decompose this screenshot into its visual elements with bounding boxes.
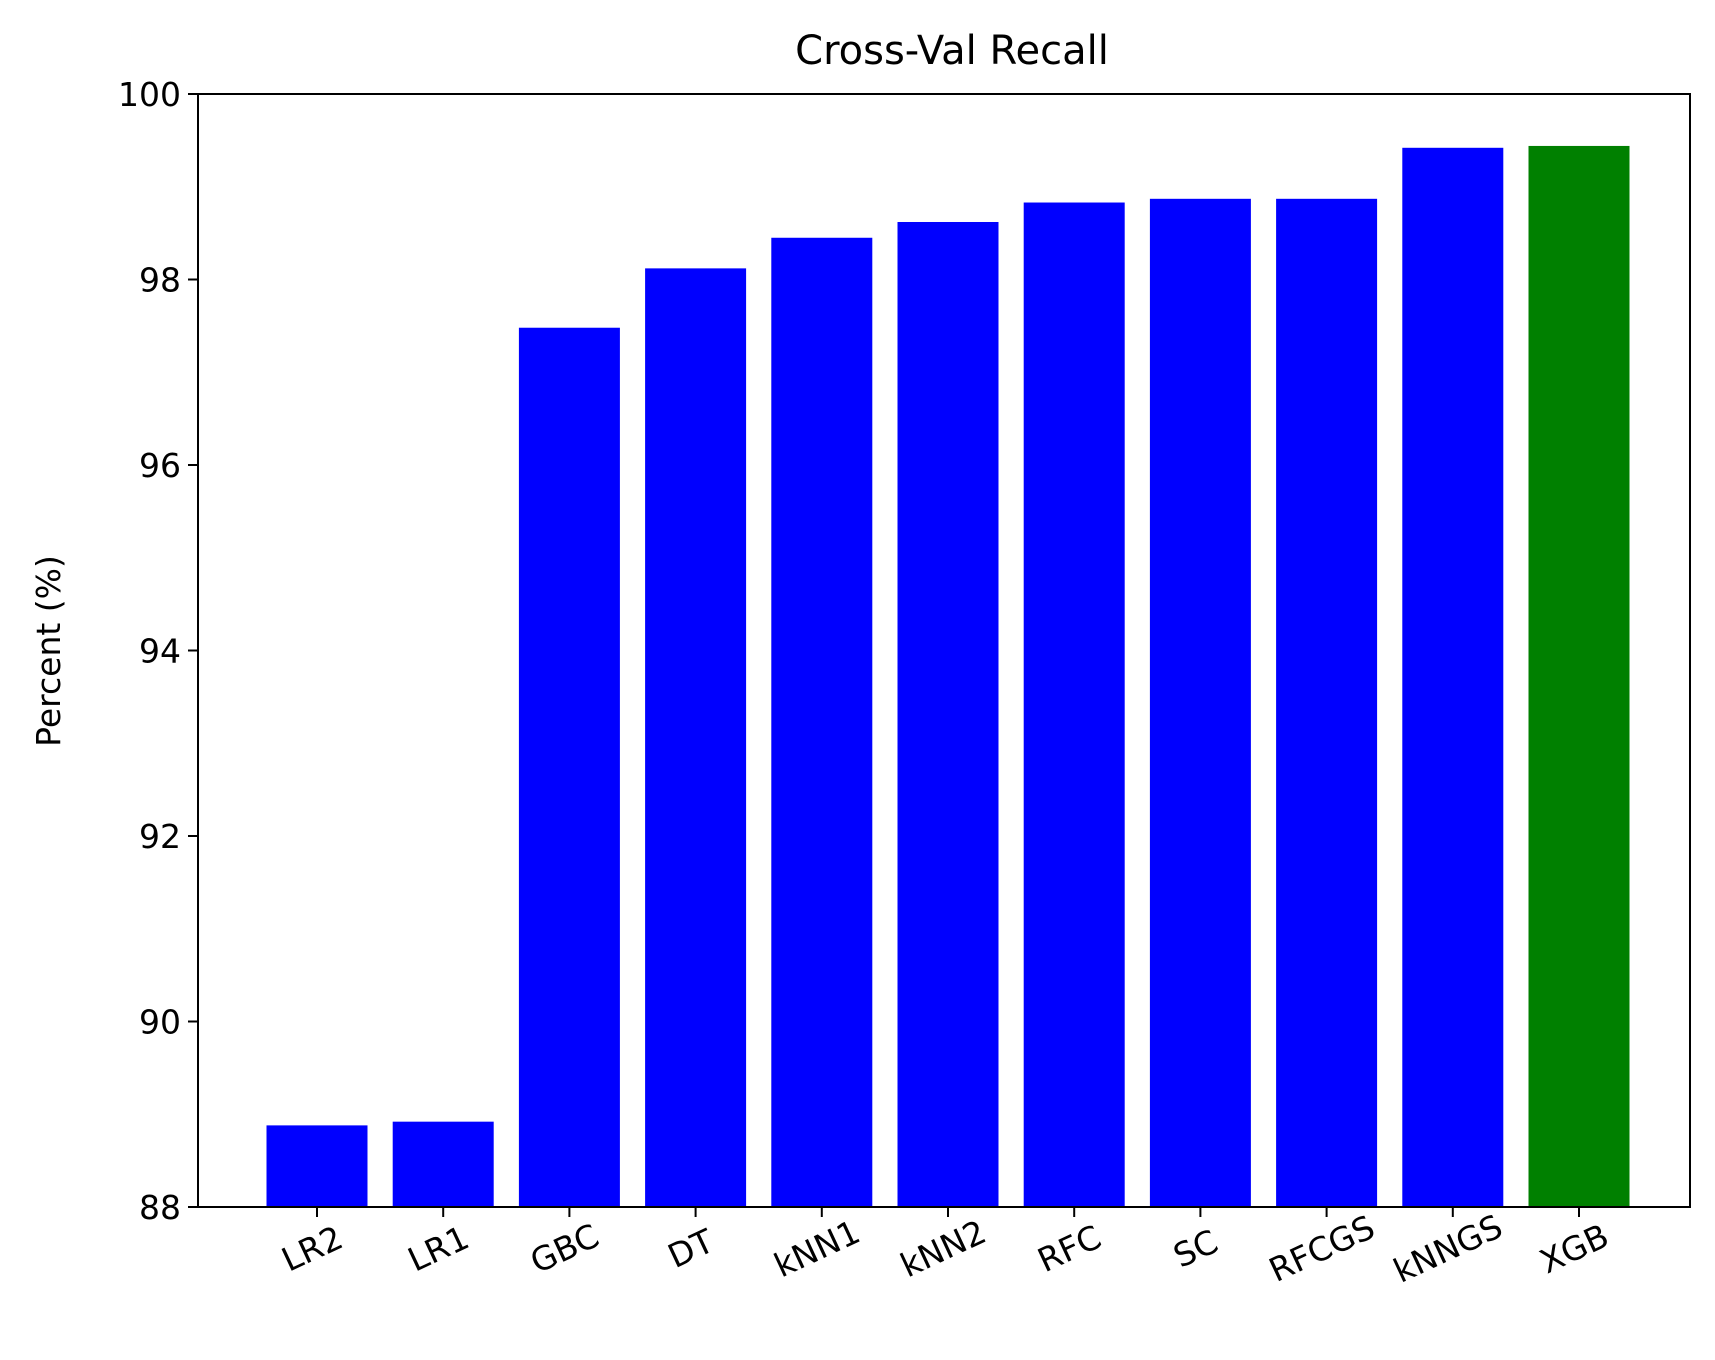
- y-axis: 88 90 92 94 96 98 100: [118, 75, 198, 1227]
- bar-rfc: [1023, 202, 1125, 1207]
- x-tick-label: RFC: [1032, 1217, 1107, 1280]
- bar-lr2: [266, 1125, 368, 1207]
- x-tick-label: kNN2: [894, 1212, 992, 1285]
- y-tick-label: 92: [139, 817, 181, 856]
- bar-knn2: [897, 221, 999, 1207]
- y-tick-label: 98: [139, 261, 181, 300]
- x-tick-label: kNNGS: [1388, 1207, 1509, 1291]
- bar-dt: [645, 268, 747, 1207]
- bar-knn1: [771, 237, 873, 1207]
- chart-title: Cross-Val Recall: [795, 28, 1109, 74]
- y-tick-label: 88: [139, 1188, 181, 1227]
- x-axis: LR2 LR1 GBC DT kNN1 kNN2 RFC SC RFCGS kNNGS XGB: [276, 1207, 1615, 1291]
- bars-group: [266, 145, 1630, 1208]
- x-tick-label: LR1: [402, 1218, 475, 1280]
- bar-xgb: [1528, 145, 1630, 1208]
- x-tick-label: LR2: [276, 1218, 349, 1280]
- y-tick-label: 100: [118, 75, 181, 114]
- x-tick-label: kNN1: [768, 1212, 866, 1285]
- bar-rfcgs: [1276, 198, 1378, 1207]
- bar-lr1: [392, 1121, 494, 1207]
- x-tick-label: SC: [1167, 1222, 1223, 1276]
- x-tick-label: DT: [662, 1221, 721, 1276]
- y-axis-label: Percent (%): [29, 555, 68, 747]
- bar-knngs: [1402, 147, 1504, 1207]
- bar-gbc: [518, 327, 620, 1208]
- bar-sc: [1149, 198, 1251, 1207]
- y-tick-label: 96: [139, 446, 181, 485]
- x-tick-label: RFCGS: [1263, 1207, 1381, 1289]
- x-tick-label: GBC: [524, 1216, 605, 1281]
- y-tick-label: 90: [139, 1003, 181, 1042]
- y-tick-label: 94: [139, 632, 181, 671]
- x-tick-label: XGB: [1534, 1216, 1615, 1281]
- plot-frame: [197, 93, 1691, 1208]
